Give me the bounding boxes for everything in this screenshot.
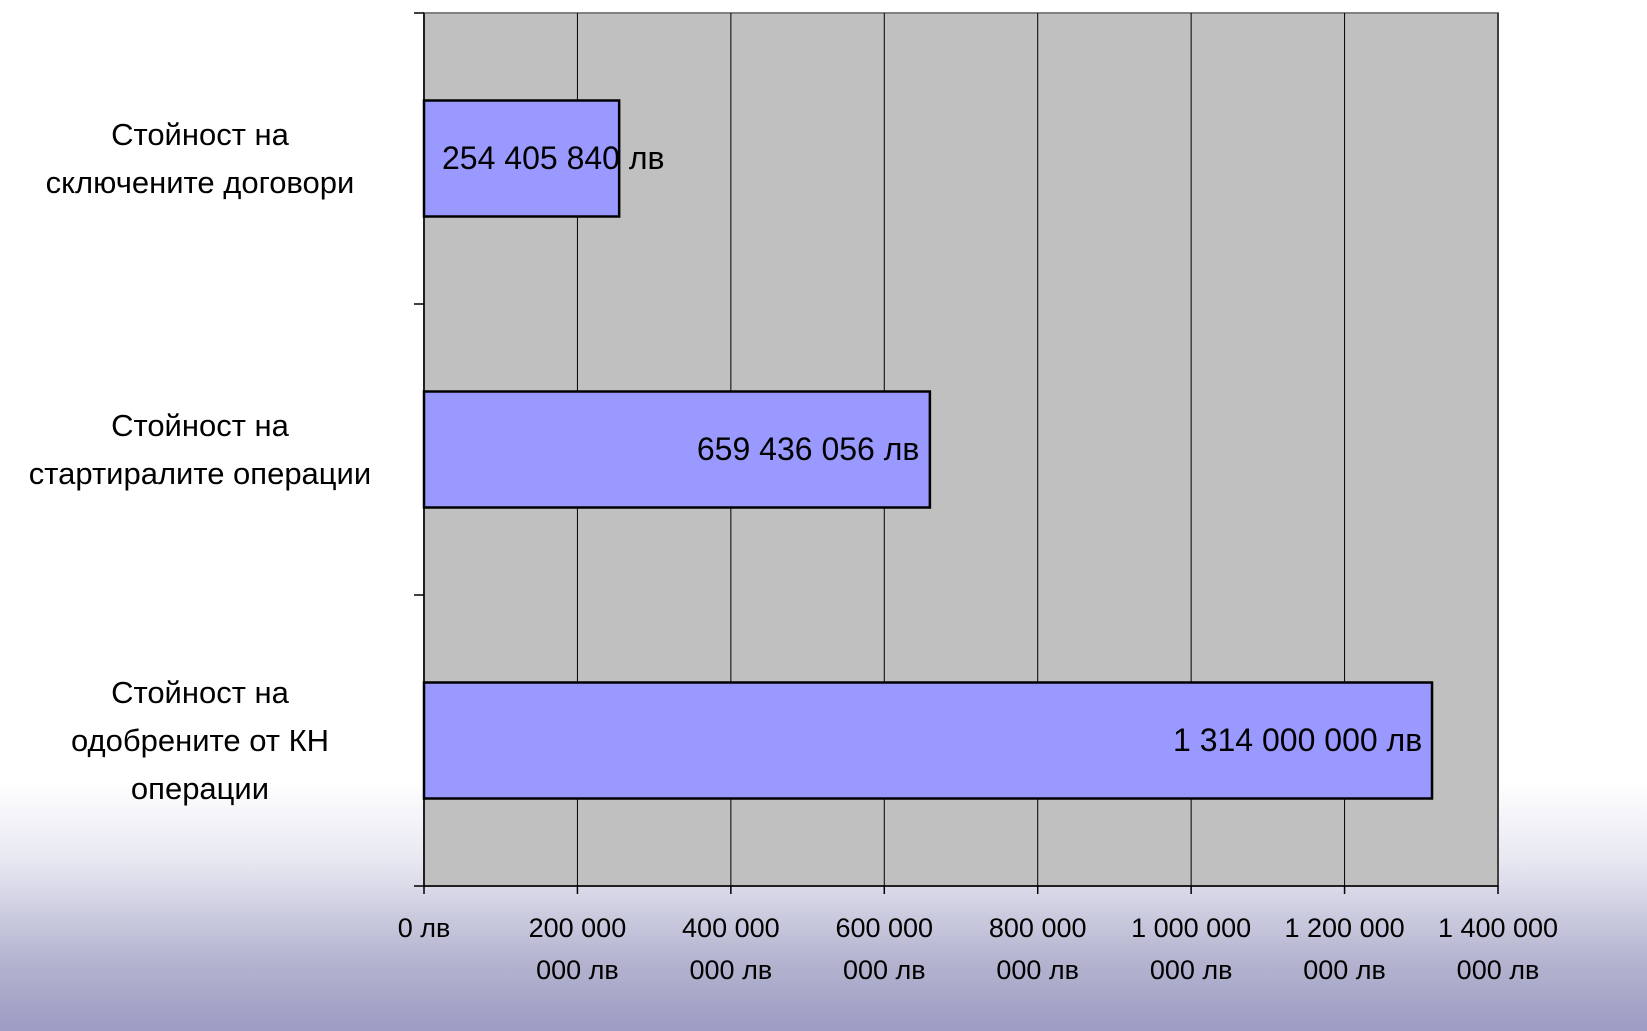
x-tick-label: 800 000 000 лв <box>988 913 1087 985</box>
category-label: Стойност на сключените договори <box>45 116 355 200</box>
category-label: Стойност на одобрените от КН операции <box>70 674 330 806</box>
x-tick-label: 200 000 000 лв <box>528 913 627 985</box>
bars <box>422 99 1434 800</box>
category-label: Стойност на стартиралите операции <box>28 407 372 491</box>
x-tick-label: 1 400 000 000 лв <box>1437 913 1559 985</box>
x-tick-label: 1 000 000 000 лв <box>1131 913 1252 985</box>
x-tick-label: 0 лв <box>397 913 451 943</box>
bar <box>422 390 932 509</box>
data-label: 1 314 000 000 лв <box>1173 722 1423 758</box>
bar <box>422 99 621 218</box>
axes <box>414 12 1499 894</box>
x-tick-label: 1 200 000 000 лв <box>1284 913 1405 985</box>
data-label: 254 405 840 лв <box>442 140 665 176</box>
data-label: 659 436 056 лв <box>696 431 920 467</box>
x-tick-label: 600 000 000 лв <box>835 913 934 985</box>
x-tick-label: 400 000 000 лв <box>682 913 780 985</box>
